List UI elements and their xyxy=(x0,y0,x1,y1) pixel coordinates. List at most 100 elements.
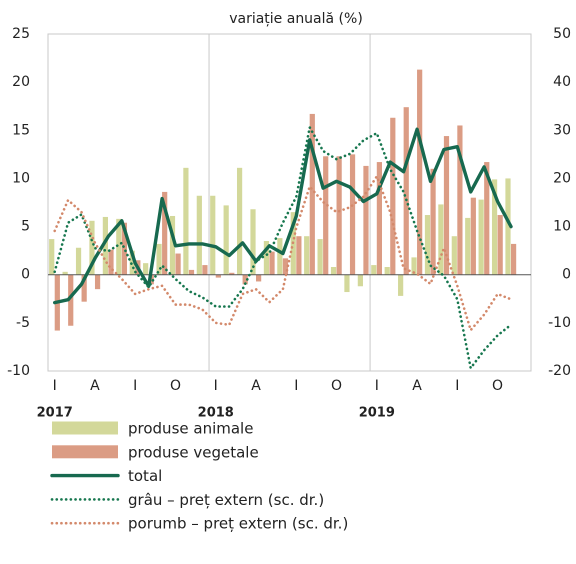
bar xyxy=(424,215,431,275)
bar xyxy=(162,191,168,275)
bar xyxy=(411,257,417,275)
x-tick-label: O xyxy=(331,378,342,394)
bar xyxy=(175,253,181,275)
year-label: 2017 xyxy=(37,406,73,421)
y2-tick-label: 40 xyxy=(553,74,571,90)
bar xyxy=(256,274,262,282)
bar xyxy=(304,236,310,275)
bar xyxy=(323,156,329,275)
x-tick-label: I xyxy=(133,378,137,394)
bar xyxy=(443,136,450,275)
bar xyxy=(236,167,243,275)
bar xyxy=(457,125,463,275)
legend-label: grâu – preț extern (sc. dr.) xyxy=(128,491,324,509)
bar xyxy=(242,274,248,285)
bar xyxy=(349,154,356,275)
y-tick-label: 15 xyxy=(12,122,30,138)
x-tick-label: I xyxy=(214,378,218,394)
bar xyxy=(143,263,149,275)
y-tick-label: 25 xyxy=(12,26,30,42)
legend-label: produse vegetale xyxy=(128,443,259,461)
bar xyxy=(497,215,503,275)
bar xyxy=(403,107,409,275)
bar xyxy=(330,267,337,275)
bar xyxy=(81,274,87,302)
bar xyxy=(116,218,122,275)
bar xyxy=(263,241,270,275)
bar xyxy=(188,269,195,275)
legend-label: produse animale xyxy=(128,420,253,438)
bar xyxy=(296,236,302,275)
x-tick-label: O xyxy=(170,378,181,394)
y-tick-label: 20 xyxy=(12,74,30,90)
plot-frame xyxy=(47,33,532,372)
bar xyxy=(451,236,457,275)
chart-title: variație anuală (%) xyxy=(229,11,363,27)
bar xyxy=(336,156,342,275)
y-tick-label: 0 xyxy=(21,267,30,283)
x-tick-label: I xyxy=(294,378,298,394)
bar xyxy=(398,274,404,296)
x-tick-label: I xyxy=(53,378,57,394)
legend-label: total xyxy=(128,467,162,485)
y2-tick-label: 50 xyxy=(553,26,571,42)
bar xyxy=(68,274,74,326)
y-tick-label: -10 xyxy=(7,363,30,379)
bar xyxy=(75,247,82,275)
bar xyxy=(371,265,377,275)
bar xyxy=(417,69,423,275)
bar xyxy=(384,267,390,275)
bar xyxy=(250,209,256,275)
bar xyxy=(277,238,283,275)
bar xyxy=(363,165,369,275)
y2-tick-label: 10 xyxy=(553,219,571,235)
bar xyxy=(510,243,517,275)
bar xyxy=(223,205,229,275)
bar xyxy=(210,195,216,275)
x-tick-label: A xyxy=(90,378,100,394)
x-tick-label: I xyxy=(375,378,379,394)
dotted-line xyxy=(53,126,513,370)
bar xyxy=(357,274,363,287)
bar xyxy=(202,265,208,275)
y2-tick-label: 30 xyxy=(553,122,571,138)
bar xyxy=(478,199,484,275)
bar xyxy=(376,162,382,275)
bar xyxy=(317,239,323,275)
bar xyxy=(62,271,68,275)
legend-swatch xyxy=(52,445,118,459)
legend-label: porumb – preț extern (sc. dr.) xyxy=(128,515,348,533)
y2-tick-label: -20 xyxy=(548,363,571,379)
bar xyxy=(390,117,396,275)
legend-swatch xyxy=(52,421,118,435)
x-tick-label: A xyxy=(412,378,422,394)
year-label: 2018 xyxy=(198,406,234,421)
x-tick-label: I xyxy=(455,378,459,394)
bar xyxy=(49,239,55,275)
bar xyxy=(196,195,202,275)
bar xyxy=(183,167,189,275)
bar xyxy=(465,217,471,275)
y2-tick-label: 0 xyxy=(562,267,571,283)
bar xyxy=(484,162,490,275)
year-label: 2019 xyxy=(359,406,395,421)
y2-tick-label: 20 xyxy=(553,170,571,186)
bar xyxy=(269,251,275,275)
bar xyxy=(215,274,221,278)
y2-tick-label: -10 xyxy=(548,315,571,331)
dotted-line xyxy=(53,175,513,332)
bar xyxy=(470,197,476,275)
bar xyxy=(89,220,95,275)
x-tick-label: O xyxy=(492,378,503,394)
bar xyxy=(344,274,350,293)
bar xyxy=(94,274,101,290)
bar xyxy=(505,178,511,275)
y-tick-label: -5 xyxy=(16,315,30,331)
y-tick-label: 10 xyxy=(12,170,30,186)
line xyxy=(53,127,513,305)
bar xyxy=(438,204,444,275)
bar xyxy=(121,222,128,275)
bar xyxy=(229,272,235,275)
bar xyxy=(430,168,436,275)
